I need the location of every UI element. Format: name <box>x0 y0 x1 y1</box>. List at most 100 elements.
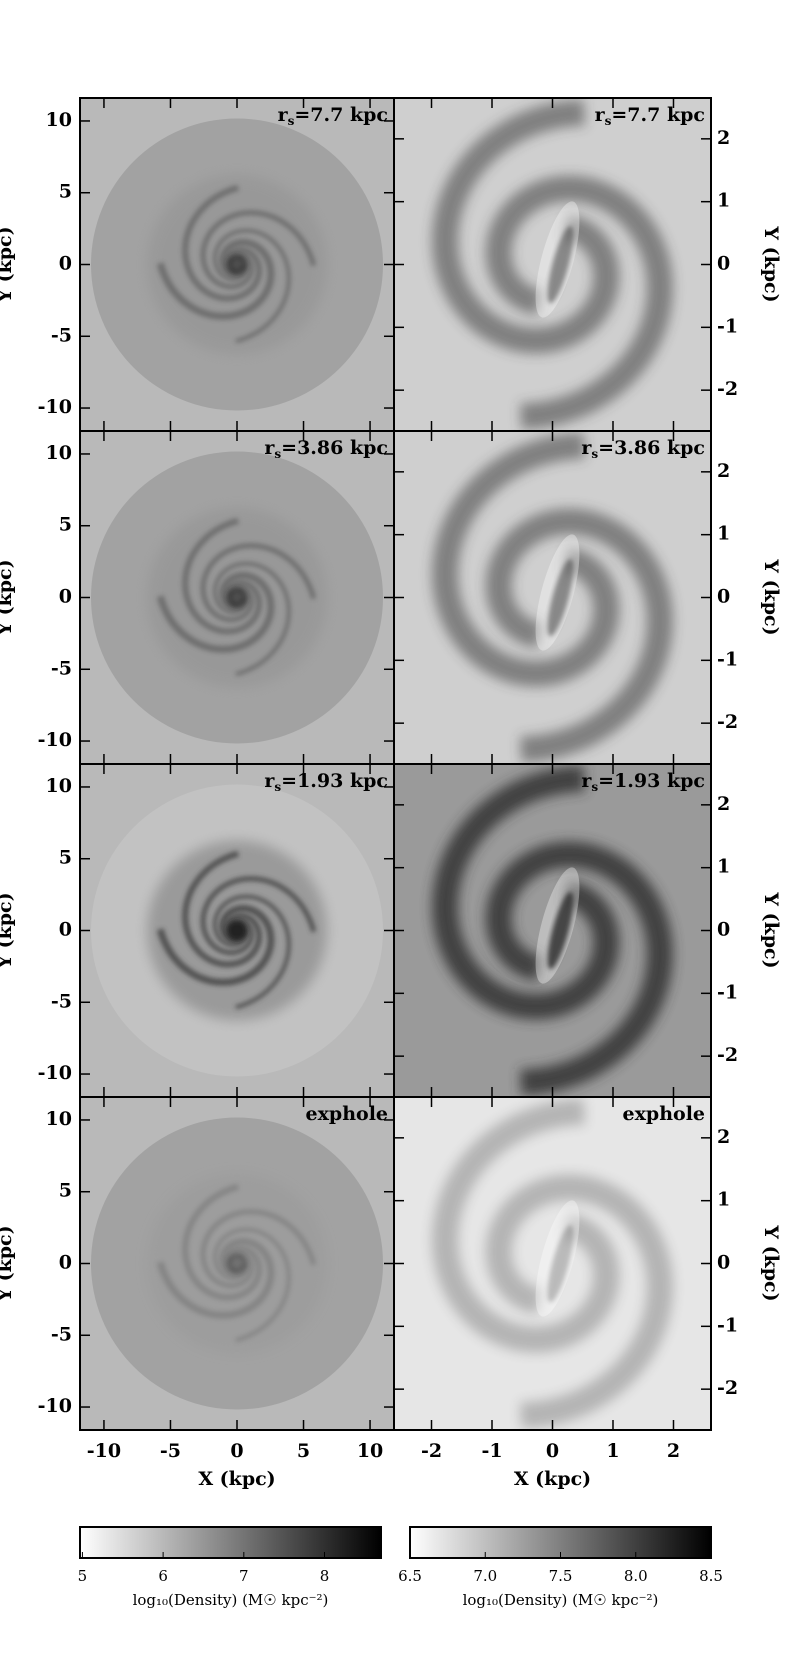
y-tick-label: -5 <box>51 324 72 346</box>
panel-image <box>394 98 711 431</box>
y-tick-label: -1 <box>717 981 738 1003</box>
label-text: =1.93 kpc <box>598 770 705 792</box>
y-tick-label: 5 <box>59 847 72 869</box>
y-tick-label: 10 <box>46 442 72 464</box>
y-tick-label: 10 <box>46 1108 72 1130</box>
y-tick-label: -2 <box>717 1044 738 1066</box>
x-axis-label: X (kpc) <box>198 1468 275 1490</box>
label-symbol: r <box>264 437 275 459</box>
x-tick-label: -5 <box>160 1440 181 1462</box>
y-tick-label: 5 <box>59 1180 72 1202</box>
y-tick-label: 1 <box>717 1189 730 1211</box>
label-symbol: r <box>581 770 592 792</box>
x-tick-label: 1 <box>606 1440 619 1462</box>
y-tick-label: 2 <box>717 1126 730 1148</box>
y-tick-label: 5 <box>59 514 72 536</box>
colorbar-label: log₁₀(Density) (M☉ kpc⁻²) <box>133 1591 329 1609</box>
label-symbol: r <box>581 437 592 459</box>
x-tick-label: -10 <box>87 1440 121 1462</box>
label-symbol: r <box>278 104 289 126</box>
bar-core <box>547 225 574 304</box>
label-subscript: s <box>591 780 598 794</box>
y-tick-label: -5 <box>51 990 72 1012</box>
y-tick-label: -2 <box>717 378 738 400</box>
panel-label: rs=1.93 kpc <box>581 770 705 794</box>
center <box>227 1253 247 1274</box>
colorbar-tick-label: 8.5 <box>699 1567 723 1585</box>
panel-image <box>394 431 711 764</box>
label-symbol: r <box>595 104 606 126</box>
y-tick-label: 10 <box>46 775 72 797</box>
label-text: exphole <box>306 1103 389 1125</box>
bar-arm <box>485 841 673 1096</box>
panel-label: rs=1.93 kpc <box>264 770 388 794</box>
y-tick-label: 1 <box>717 856 730 878</box>
x-tick-label: -1 <box>481 1440 502 1462</box>
label-symbol: r <box>264 770 275 792</box>
bar-core <box>547 891 574 970</box>
label-text: =3.86 kpc <box>281 437 388 459</box>
colorbar-tick-label: 6.5 <box>398 1567 422 1585</box>
label-subscript: s <box>274 447 281 461</box>
x-tick-label: 10 <box>357 1440 383 1462</box>
y-tick-label: 2 <box>717 460 730 482</box>
panel-label: rs=3.86 kpc <box>581 437 705 461</box>
bar-arm <box>432 432 620 687</box>
y-axis-label: Y (kpc) <box>0 892 16 969</box>
panel-image <box>80 1097 394 1430</box>
y-tick-label: 2 <box>717 127 730 149</box>
panel-label: rs=3.86 kpc <box>264 437 388 461</box>
label-text: =7.7 kpc <box>611 104 705 126</box>
x-tick-label: 2 <box>667 1440 680 1462</box>
label-subscript: s <box>288 114 295 128</box>
y-tick-label: 0 <box>717 919 730 941</box>
y-tick-label: -10 <box>38 1395 72 1417</box>
center <box>227 920 247 941</box>
panel-image <box>80 764 394 1097</box>
label-text: =3.86 kpc <box>598 437 705 459</box>
y-tick-label: -1 <box>717 648 738 670</box>
y-tick-label: 0 <box>59 586 72 608</box>
colorbar-label: log₁₀(Density) (M☉ kpc⁻²) <box>463 1591 659 1609</box>
bar-arm <box>485 175 673 430</box>
colorbar-tick-label: 8.0 <box>624 1567 648 1585</box>
x-axis-label: X (kpc) <box>514 1468 591 1490</box>
label-subscript: s <box>591 447 598 461</box>
center <box>227 587 247 608</box>
colorbar <box>79 1526 382 1559</box>
label-text: exphole <box>623 1103 706 1125</box>
y-tick-label: 0 <box>717 253 730 275</box>
x-tick-label: 0 <box>230 1440 243 1462</box>
bar-arm <box>432 1098 620 1353</box>
panel-label: rs=7.7 kpc <box>595 104 705 128</box>
y-tick-label: 0 <box>717 1252 730 1274</box>
y-tick-label: 1 <box>717 523 730 545</box>
colorbar-tick-label: 8 <box>320 1567 330 1585</box>
y-tick-label: -10 <box>38 396 72 418</box>
colorbar-tick-label: 7 <box>239 1567 249 1585</box>
y-tick-label: -5 <box>51 1323 72 1345</box>
colorbar-tick-label: 7.0 <box>473 1567 497 1585</box>
panel-image <box>394 764 711 1097</box>
label-text: =7.7 kpc <box>294 104 388 126</box>
label-subscript: s <box>605 114 612 128</box>
y-axis-label: Y (kpc) <box>760 1224 782 1301</box>
y-tick-label: -1 <box>717 315 738 337</box>
y-axis-label: Y (kpc) <box>0 1225 16 1302</box>
bar-core <box>547 558 574 637</box>
y-tick-label: -2 <box>717 711 738 733</box>
label-text: =1.93 kpc <box>281 770 388 792</box>
y-axis-label: Y (kpc) <box>760 891 782 968</box>
bar-arm <box>432 765 620 1020</box>
panel-label: rs=7.7 kpc <box>278 104 388 128</box>
panel-label: exphole <box>623 1103 706 1125</box>
y-axis-label: Y (kpc) <box>760 558 782 635</box>
y-tick-label: 2 <box>717 793 730 815</box>
x-tick-label: 0 <box>546 1440 559 1462</box>
panel-image <box>80 431 394 764</box>
panel-image <box>80 98 394 431</box>
y-tick-label: 0 <box>59 1252 72 1274</box>
y-tick-label: 0 <box>59 253 72 275</box>
y-tick-label: 0 <box>59 919 72 941</box>
